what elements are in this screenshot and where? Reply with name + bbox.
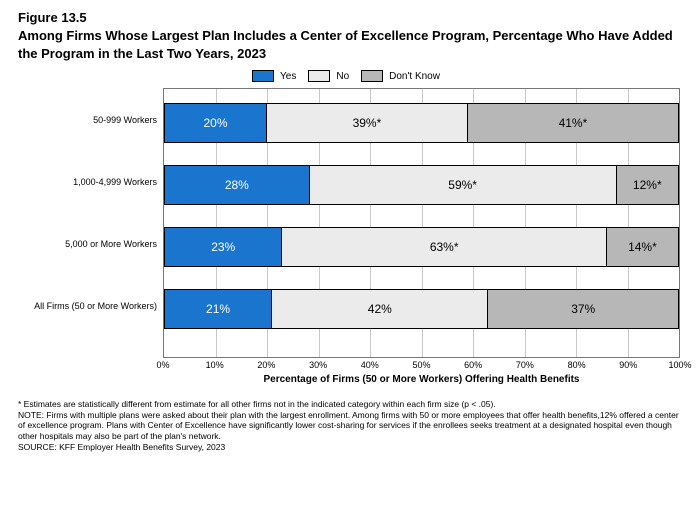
bar-row: 28%59%*12%* <box>164 165 679 205</box>
x-axis-label: Percentage of Firms (50 or More Workers)… <box>163 374 680 385</box>
bar-segment-dk: 14%* <box>607 227 679 267</box>
bar-segment-dk: 37% <box>488 289 679 329</box>
legend-label-dk: Don't Know <box>389 71 440 82</box>
footnote-note: NOTE: Firms with multiple plans were ask… <box>18 410 680 442</box>
legend-swatch-yes <box>252 70 274 82</box>
footnote-significance: * Estimates are statistically different … <box>18 399 680 410</box>
bar-row: 23%63%*14%* <box>164 227 679 267</box>
y-axis-category: 1,000-4,999 Workers <box>17 178 157 188</box>
bar-segment-no: 59%* <box>310 165 617 205</box>
bar-row: 21%42%37% <box>164 289 679 329</box>
legend-label-no: No <box>336 71 349 82</box>
bar-segment-yes: 28% <box>164 165 310 205</box>
footnote-source: SOURCE: KFF Employer Health Benefits Sur… <box>18 442 680 453</box>
footnotes: * Estimates are statistically different … <box>18 399 680 452</box>
legend-label-yes: Yes <box>280 71 296 82</box>
bar-segment-dk: 12%* <box>617 165 679 205</box>
x-tick: 90% <box>619 360 637 370</box>
figure-label: Figure 13.5 <box>18 10 680 25</box>
bar-segment-yes: 21% <box>164 289 272 329</box>
bar-row: 20%39%*41%* <box>164 103 679 143</box>
x-axis: 0%10%20%30%40%50%60%70%80%90%100% <box>163 358 680 372</box>
chart-area: 50-999 Workers 1,000-4,999 Workers 5,000 o… <box>18 88 680 358</box>
chart-title: Among Firms Whose Largest Plan Includes … <box>18 27 680 62</box>
bar-segment-yes: 23% <box>164 227 282 267</box>
plot-area: 20%39%*41%*28%59%*12%*23%63%*14%*21%42%3… <box>163 88 680 358</box>
x-tick: 50% <box>412 360 430 370</box>
x-tick: 60% <box>464 360 482 370</box>
y-axis-labels: 50-999 Workers 1,000-4,999 Workers 5,000 o… <box>18 88 163 358</box>
bar-segment-yes: 20% <box>164 103 267 143</box>
x-tick: 20% <box>257 360 275 370</box>
bar-segment-no: 42% <box>272 289 488 329</box>
legend-swatch-dk <box>361 70 383 82</box>
x-tick: 0% <box>156 360 169 370</box>
x-tick: 70% <box>516 360 534 370</box>
bar-segment-dk: 41%* <box>468 103 679 143</box>
x-tick: 30% <box>309 360 327 370</box>
y-axis-category: 50-999 Workers <box>17 116 157 126</box>
bar-segment-no: 39%* <box>267 103 468 143</box>
y-axis-category: All Firms (50 or More Workers) <box>17 302 157 312</box>
x-tick: 80% <box>568 360 586 370</box>
x-tick: 100% <box>668 360 691 370</box>
legend: Yes No Don't Know <box>18 70 680 82</box>
x-tick: 10% <box>206 360 224 370</box>
x-tick: 40% <box>361 360 379 370</box>
y-axis-category: 5,000 or More Workers <box>17 240 157 250</box>
legend-swatch-no <box>308 70 330 82</box>
bar-segment-no: 63%* <box>282 227 606 267</box>
